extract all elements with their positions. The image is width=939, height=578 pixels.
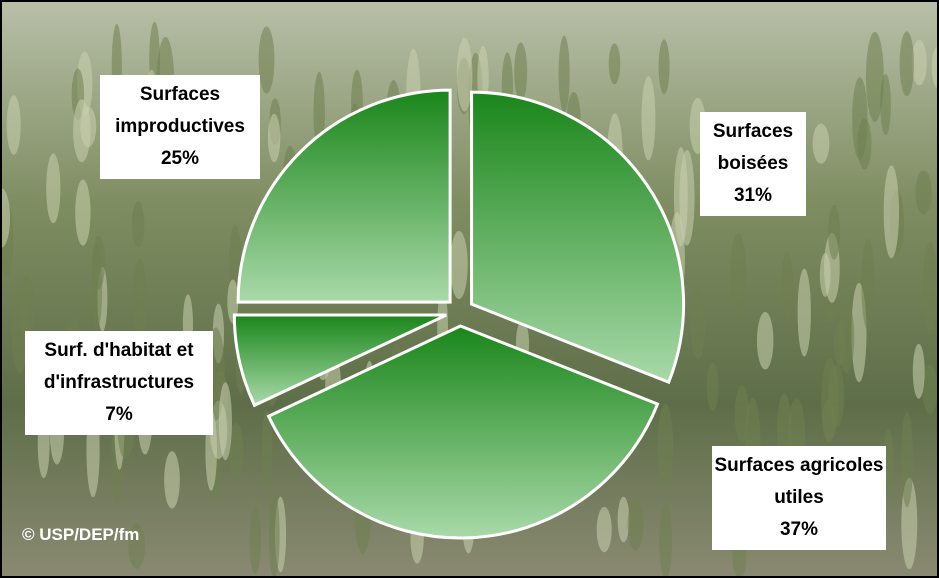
wheat-ear xyxy=(756,311,774,370)
slice-label: Surfaces improductives 25% xyxy=(100,75,260,179)
wheat-ear xyxy=(899,31,914,97)
wheat-ear xyxy=(673,147,688,247)
credit: © USP/DEP/fm xyxy=(22,525,140,544)
wheat-ear xyxy=(514,42,528,102)
wheat-ear xyxy=(227,279,239,324)
wheat-ear xyxy=(249,507,262,574)
wheat-ear xyxy=(128,523,146,569)
wheat-ear xyxy=(730,233,747,316)
wheat-ear xyxy=(690,287,706,360)
value-label: 31% xyxy=(733,185,773,206)
wheat-ear xyxy=(131,201,145,248)
wheat-ear xyxy=(258,26,275,94)
wheat-ear xyxy=(19,275,35,342)
value-label: 25% xyxy=(160,148,200,169)
wheat-ear xyxy=(819,252,831,297)
pie-slice xyxy=(236,88,452,304)
wheat-ear xyxy=(164,451,180,509)
pie xyxy=(232,88,686,540)
wheat-ear xyxy=(657,403,674,489)
wheat-ear xyxy=(596,506,612,553)
category-label: Surfaces boisées xyxy=(712,121,794,174)
slice-label: Surfaces agricoles utiles 37% xyxy=(712,446,886,550)
wheat-ear xyxy=(658,39,670,95)
wheat-ear xyxy=(617,496,630,543)
wheat-ear xyxy=(865,31,884,122)
wheat-ear xyxy=(912,343,925,399)
wheat-ear xyxy=(456,37,473,112)
wheat-ear xyxy=(852,77,868,160)
wheat-ear xyxy=(838,301,855,373)
wheat-ear xyxy=(91,244,103,330)
wheat-ear xyxy=(915,170,932,215)
slice-label: Surf. d'habitat et d'infrastructures 7% xyxy=(25,331,213,435)
wheat-ear xyxy=(46,153,61,224)
wheat-ear xyxy=(132,258,147,339)
category-label: Surfaces improductives xyxy=(115,84,245,137)
wheat-ear xyxy=(75,179,91,246)
wheat-ear xyxy=(861,239,875,331)
wheat-ear xyxy=(267,113,281,163)
wheat-ear xyxy=(268,492,280,578)
wheat-ear xyxy=(883,165,900,259)
pie-slice xyxy=(470,90,686,385)
wheat-ear xyxy=(911,39,927,86)
wheat-ear xyxy=(218,382,232,461)
wheat-ear xyxy=(659,502,673,578)
wheat-ear xyxy=(0,188,11,248)
wheat-ear xyxy=(812,123,830,164)
wheat-ear xyxy=(706,362,719,411)
wheat-ear xyxy=(821,358,839,442)
value-label: 37% xyxy=(779,519,819,540)
category-label: Surf. d'habitat et d'infrastructures xyxy=(43,340,195,393)
wheat-ear xyxy=(608,43,621,85)
wheat-ear xyxy=(558,35,570,113)
wheat-ear xyxy=(922,364,938,415)
wheat-ear xyxy=(922,241,938,335)
wheat-ear xyxy=(261,410,273,491)
value-label: 7% xyxy=(105,404,133,425)
wheat-ear xyxy=(6,95,21,155)
wheat-ear xyxy=(828,204,841,260)
wheat-ear xyxy=(80,106,97,148)
wheat-ear xyxy=(450,230,468,300)
pie-slice xyxy=(266,324,660,540)
wheat-ear xyxy=(627,499,644,551)
wheat-ear xyxy=(797,268,811,357)
wheat-ear xyxy=(781,252,794,319)
slice-label: Surfaces boisées 31% xyxy=(700,112,806,216)
wheat-ear xyxy=(901,411,913,508)
category-label: Surfaces agricoles utiles xyxy=(714,455,884,508)
wheat-ear xyxy=(228,422,244,479)
pie-slice xyxy=(232,313,447,408)
wheat-ear xyxy=(641,76,656,161)
